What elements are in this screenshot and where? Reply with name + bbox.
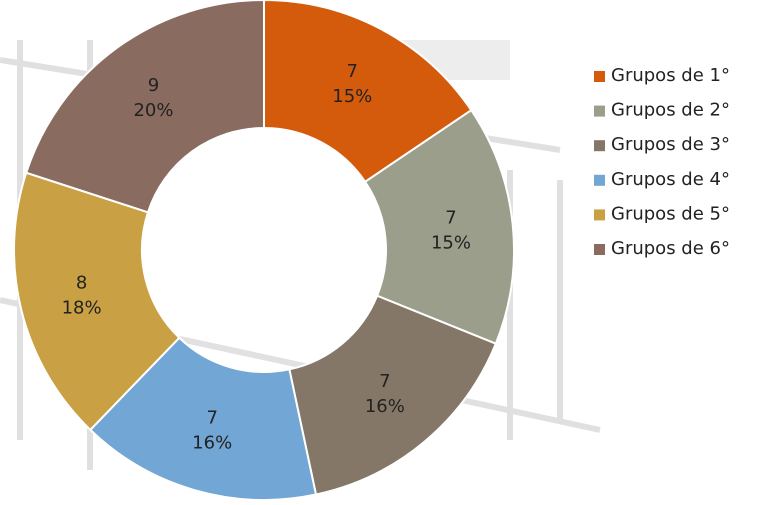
legend-label: Grupos de 2° — [611, 100, 730, 121]
percent-label: 18% — [62, 297, 102, 318]
value-label: 8 — [76, 272, 87, 293]
legend-swatch — [594, 140, 605, 152]
value-label: 7 — [347, 61, 358, 82]
legend-swatch — [594, 71, 605, 82]
legend-label: Grupos de 6° — [611, 238, 730, 259]
value-label: 9 — [148, 75, 159, 96]
percent-label: 15% — [431, 232, 471, 253]
legend-swatch — [594, 244, 605, 255]
legend-label: Grupos de 3° — [611, 134, 730, 155]
slice — [88, 336, 318, 501]
legend-swatch — [594, 174, 605, 186]
slice — [288, 294, 498, 496]
value-label: 7 — [206, 408, 217, 429]
slice — [24, 0, 265, 214]
legend-swatch — [594, 105, 605, 117]
value-label: 7 — [445, 207, 456, 228]
slice — [263, 0, 473, 184]
percent-label: 20% — [133, 100, 173, 121]
legend-label: Grupos de 1° — [611, 65, 730, 86]
percent-label: 15% — [332, 86, 372, 107]
legend-label: Grupos de 5° — [611, 203, 730, 224]
slice — [363, 108, 515, 345]
legend-label: Grupos de 4° — [611, 169, 730, 190]
legend-swatch — [594, 209, 605, 221]
percent-label: 16% — [365, 396, 405, 417]
percent-label: 16% — [192, 433, 232, 454]
value-label: 7 — [379, 371, 390, 392]
slice — [13, 171, 181, 432]
